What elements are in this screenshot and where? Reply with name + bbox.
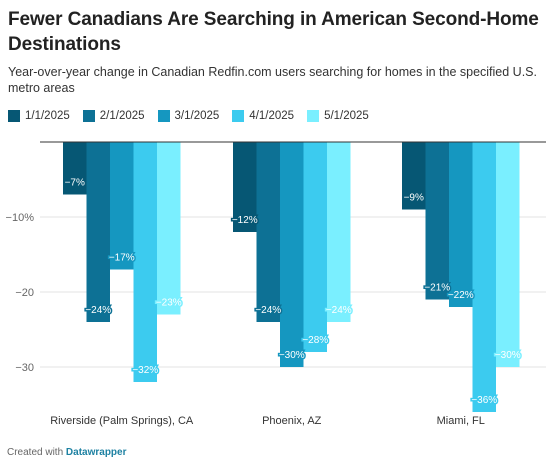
data-label: −9% bbox=[404, 193, 424, 204]
data-label: −28% bbox=[302, 335, 328, 346]
data-label: −21% bbox=[424, 283, 450, 294]
bar bbox=[110, 142, 134, 270]
bar bbox=[327, 142, 351, 322]
datawrapper-link[interactable]: Datawrapper bbox=[65, 447, 127, 458]
legend-item-apr: 4/1/2025 bbox=[232, 110, 294, 122]
data-label: −36% bbox=[471, 395, 497, 406]
chart-title: Fewer Canadians Are Searching in America… bbox=[8, 9, 539, 55]
bar bbox=[402, 142, 426, 210]
legend-label: 1/1/2025 bbox=[25, 110, 70, 122]
chart-legend: 1/1/2025 2/1/2025 3/1/2025 4/1/2025 5/1/… bbox=[8, 108, 382, 124]
bar bbox=[449, 142, 473, 307]
data-label: −17% bbox=[109, 253, 135, 264]
legend-label: 2/1/2025 bbox=[99, 110, 145, 122]
data-label: −22% bbox=[448, 290, 474, 301]
legend-item-mar: 3/1/2025 bbox=[157, 110, 220, 122]
legend-item-may: 5/1/2025 bbox=[307, 110, 369, 122]
bar bbox=[256, 142, 280, 322]
credit-prefix: Created with bbox=[7, 447, 64, 458]
category-label: Miami, FL bbox=[437, 415, 485, 427]
category-label: Phoenix, AZ bbox=[262, 415, 322, 427]
bar bbox=[86, 142, 110, 322]
bar bbox=[472, 142, 496, 412]
legend-swatch bbox=[82, 110, 95, 122]
y-tick-label: −10% bbox=[6, 212, 35, 224]
legend-swatch bbox=[307, 110, 320, 122]
chart-subtitle: Year-over-year change in Canadian Redfin… bbox=[8, 65, 537, 95]
bar bbox=[496, 142, 520, 367]
legend-label: 3/1/2025 bbox=[174, 110, 220, 122]
data-label: −7% bbox=[65, 178, 85, 189]
legend-item-jan: 1/1/2025 bbox=[8, 110, 70, 122]
data-label: −23% bbox=[156, 298, 182, 309]
data-label: −32% bbox=[132, 365, 158, 376]
chart-credit: Created with Datawrapper bbox=[7, 447, 127, 458]
bar bbox=[303, 142, 327, 352]
legend-swatch bbox=[8, 110, 20, 122]
y-tick-label: −30 bbox=[15, 362, 34, 374]
data-label: −12% bbox=[232, 215, 258, 226]
legend-label: 5/1/2025 bbox=[324, 110, 369, 122]
bar bbox=[233, 142, 257, 232]
bar bbox=[133, 142, 157, 382]
data-label: −30% bbox=[279, 350, 305, 361]
bar bbox=[280, 142, 304, 367]
bar bbox=[157, 142, 181, 315]
legend-item-feb: 2/1/2025 bbox=[82, 110, 145, 122]
bar bbox=[425, 142, 449, 300]
y-tick-label: −20 bbox=[15, 287, 34, 299]
legend-label: 4/1/2025 bbox=[249, 110, 295, 122]
bar bbox=[63, 142, 87, 195]
bar-chart: −10% −20 −30 −7% −12% −9% −24% −24% −21% −17% −30%… bbox=[6, 141, 546, 427]
legend-swatch bbox=[157, 110, 170, 122]
category-label: Riverside (Palm Springs), CA bbox=[50, 415, 194, 427]
legend-swatch bbox=[232, 110, 245, 122]
data-label: −30% bbox=[495, 350, 521, 361]
data-label: −24% bbox=[326, 305, 352, 316]
data-label: −24% bbox=[255, 305, 281, 316]
data-label: −24% bbox=[85, 305, 111, 316]
